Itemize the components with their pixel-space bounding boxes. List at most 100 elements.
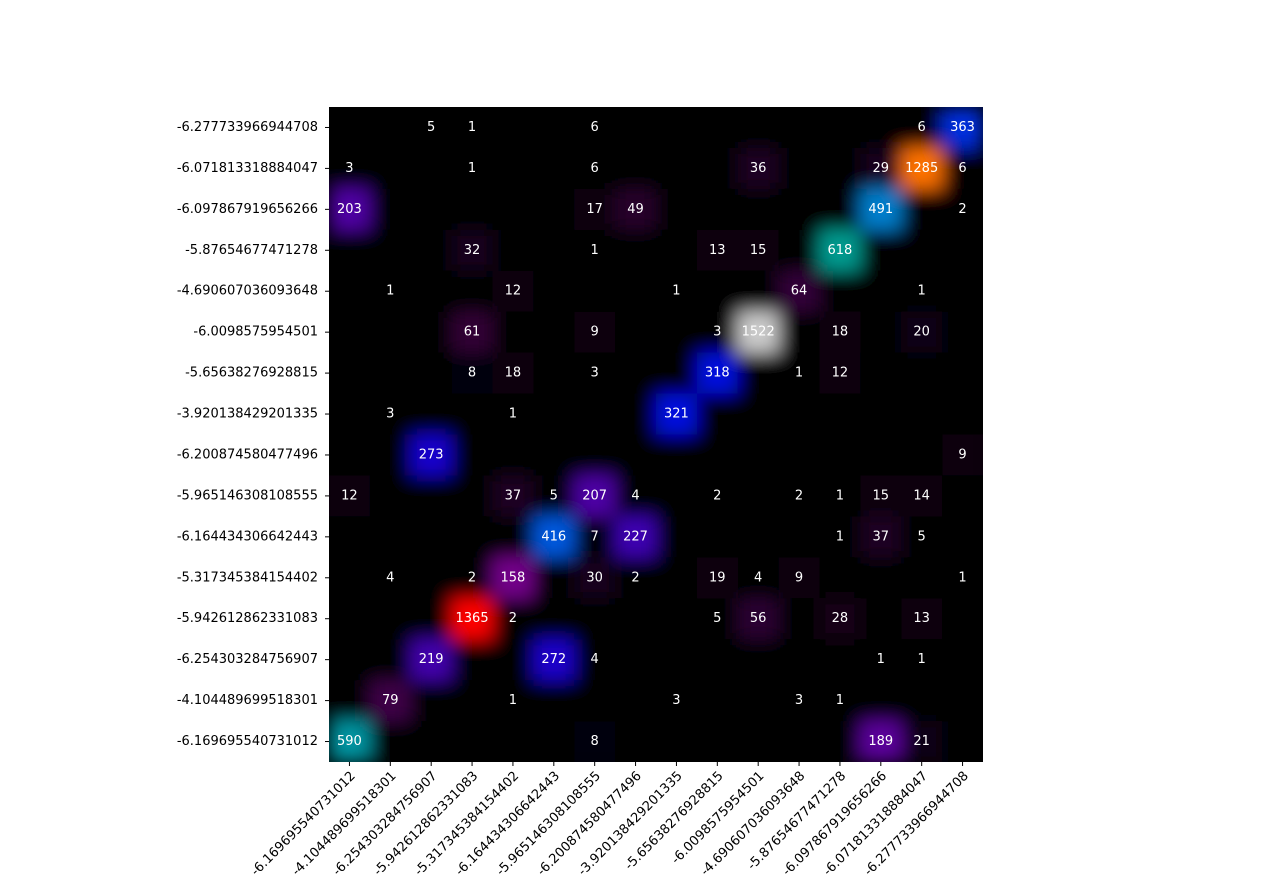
cell-label: 4 xyxy=(591,652,599,667)
heat-cell xyxy=(737,393,780,435)
cell-label: 21 xyxy=(913,734,930,749)
heat-cell xyxy=(696,393,739,435)
heat-cell xyxy=(574,311,616,354)
heat-cell xyxy=(451,352,493,395)
heat-cell xyxy=(696,188,739,231)
cell-label: 49 xyxy=(627,202,644,217)
heat-cell xyxy=(369,680,412,722)
heat-cell xyxy=(942,721,983,762)
heat-cell xyxy=(942,680,983,722)
cell-label: 18 xyxy=(505,366,522,381)
heat-cell xyxy=(860,311,902,354)
cell-label: 203 xyxy=(337,202,362,217)
cell-label: 3 xyxy=(713,325,721,340)
heat-cell xyxy=(656,434,698,476)
heat-cell xyxy=(410,598,453,640)
cell-label: 2 xyxy=(509,611,517,626)
cell-label: 9 xyxy=(591,325,599,340)
cell-label: 1 xyxy=(468,161,476,176)
y-tick-label: -6.164434306642443 xyxy=(177,529,318,544)
heat-cell xyxy=(410,721,453,762)
heat-cell xyxy=(737,475,780,517)
heat-cell xyxy=(574,516,616,558)
heat-cell xyxy=(410,516,453,558)
heat-cell xyxy=(329,475,371,517)
heat-cell xyxy=(901,147,943,190)
heat-cell xyxy=(901,598,943,640)
heat-cell xyxy=(369,639,412,681)
heat-cell xyxy=(369,557,412,599)
cell-label: 273 xyxy=(419,447,444,462)
heat-cell xyxy=(860,557,902,599)
cell-label: 29 xyxy=(873,161,890,176)
heat-cell xyxy=(492,680,534,722)
cell-label: 618 xyxy=(828,243,853,258)
y-tick-label: -5.942612862331083 xyxy=(177,611,318,626)
cell-label: 37 xyxy=(873,529,890,544)
cell-label: 2 xyxy=(795,488,803,503)
heat-cell xyxy=(696,352,739,395)
heat-cell xyxy=(819,229,861,272)
heat-cell xyxy=(860,434,902,476)
heat-cell xyxy=(696,680,739,722)
heat-cell xyxy=(860,680,902,722)
heat-cell xyxy=(615,107,657,149)
cell-label: 1285 xyxy=(905,161,938,176)
cell-label: 363 xyxy=(950,120,975,135)
cell-label: 1 xyxy=(672,284,680,299)
heat-cell xyxy=(492,598,534,640)
heat-cell xyxy=(410,229,453,272)
cell-label: 318 xyxy=(705,366,730,381)
heat-cell xyxy=(369,393,412,435)
heat-cell xyxy=(451,721,493,762)
heat-cell xyxy=(451,475,493,517)
heat-cell xyxy=(737,434,780,476)
heat-cell xyxy=(451,434,493,476)
heat-cell xyxy=(329,516,371,558)
heat-cell xyxy=(451,680,493,722)
heat-cell xyxy=(533,311,575,354)
cell-label: 8 xyxy=(468,366,476,381)
heat-cell xyxy=(329,229,371,272)
cell-label: 12 xyxy=(341,488,358,503)
heat-cell xyxy=(574,270,616,313)
heat-cell xyxy=(656,721,698,762)
heat-cell xyxy=(329,639,371,681)
heat-cell xyxy=(329,557,371,599)
heat-cell xyxy=(369,516,412,558)
y-tick-label: -6.277733966944708 xyxy=(177,120,318,135)
heat-cell xyxy=(737,557,780,599)
heat-cell xyxy=(492,557,534,599)
heat-cell xyxy=(615,557,657,599)
y-tick-label: -4.104489699518301 xyxy=(177,693,318,708)
heat-cell xyxy=(819,680,861,722)
cell-label: 189 xyxy=(868,734,893,749)
heat-cell xyxy=(696,598,739,640)
heat-cell xyxy=(533,557,575,599)
heat-cell xyxy=(696,270,739,313)
heat-cell xyxy=(942,147,983,190)
heat-cell xyxy=(737,229,780,272)
heat-cell xyxy=(451,270,493,313)
heat-cell xyxy=(533,516,575,558)
heat-cell xyxy=(410,352,453,395)
heat-cell xyxy=(656,270,698,313)
heat-cell xyxy=(492,188,534,231)
heat-cell xyxy=(737,721,780,762)
heat-cell xyxy=(942,188,983,231)
heat-cell xyxy=(860,721,902,762)
heat-cell xyxy=(860,598,902,640)
cell-label: 158 xyxy=(501,570,526,585)
heat-cell xyxy=(737,188,780,231)
cell-label: 1 xyxy=(836,693,844,708)
heat-cell xyxy=(615,680,657,722)
heat-cell xyxy=(819,516,861,558)
heat-cell xyxy=(615,475,657,517)
cell-label: 13 xyxy=(709,243,726,258)
y-tick-label: -6.169695540731012 xyxy=(177,734,318,749)
cell-label: 1 xyxy=(509,693,517,708)
heat-cell xyxy=(778,393,820,435)
cell-label: 4 xyxy=(631,488,639,503)
heat-cell xyxy=(696,434,739,476)
cell-label: 64 xyxy=(791,284,808,299)
